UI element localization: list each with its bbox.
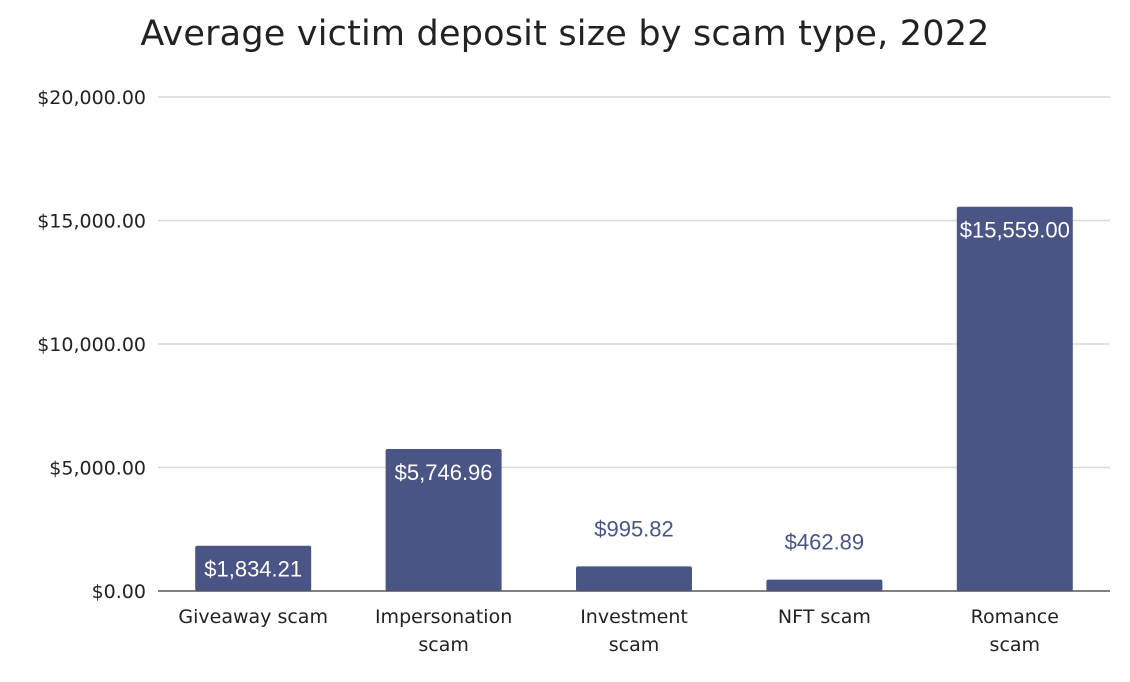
bar [766,579,883,591]
y-tick-label: $5,000.00 [49,458,146,480]
y-tick-label: $15,000.00 [37,211,146,233]
x-tick-label: scam [990,634,1041,656]
y-tick-label: $20,000.00 [37,87,146,109]
x-tick-label: Romance [971,606,1059,628]
x-tick-label: Impersonation [375,606,512,628]
y-tick-label: $10,000.00 [37,334,146,356]
bar [195,545,312,591]
data-label: $5,746.96 [395,460,493,485]
data-label: $15,559.00 [960,218,1070,243]
bar [576,566,692,591]
data-label: $1,834.21 [204,557,302,582]
data-label: $995.82 [594,516,674,541]
data-label: $462.89 [785,530,865,555]
x-tick-label: Giveaway scam [178,606,328,628]
x-tick-label: scam [609,634,660,656]
y-tick-label: $0.00 [92,581,146,603]
bar [385,449,502,591]
x-tick-label: scam [418,634,469,656]
x-tick-label: NFT scam [778,606,871,628]
bar [956,206,1073,592]
x-tick-label: Investment [580,606,688,628]
chart-title: Average victim deposit size by scam type… [140,14,990,54]
